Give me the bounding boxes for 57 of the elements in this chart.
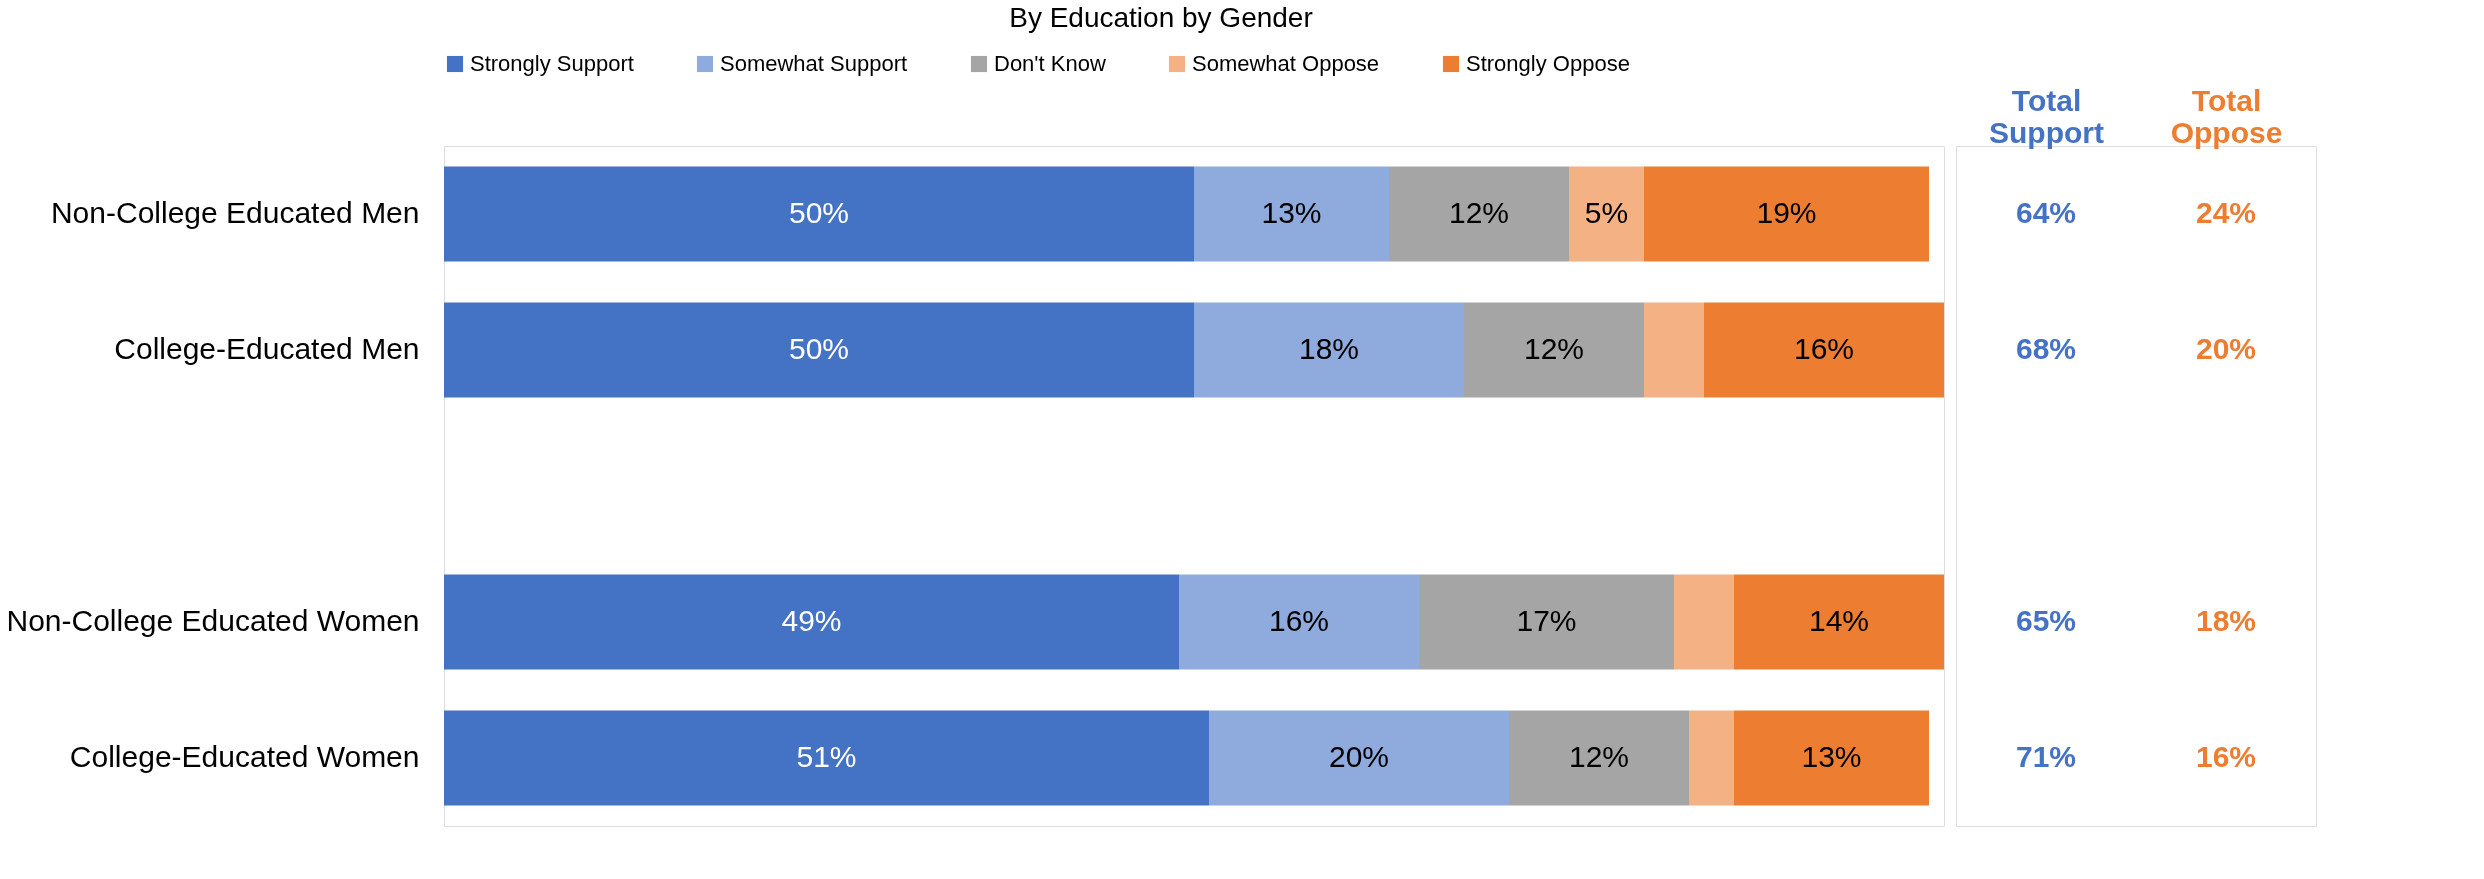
data-label: 12% — [1568, 740, 1630, 773]
text: 68% — [2015, 332, 2077, 365]
bar — [1464, 302, 1644, 398]
legend-label: Strongly Support — [470, 51, 634, 76]
data-label: 14% — [1808, 604, 1870, 637]
text: 65% — [2015, 604, 2077, 637]
bar — [1644, 302, 1704, 398]
legend-label: Strongly Oppose — [1466, 51, 1630, 76]
bar — [444, 710, 1209, 806]
data-label: 5% — [1584, 196, 1629, 229]
text: Total Support — [1989, 83, 2104, 149]
data-label: 16% — [1268, 604, 1330, 637]
bar — [1194, 302, 1464, 398]
data-label: 18% — [1298, 332, 1360, 365]
y-tick-label: College-Educated Women — [69, 740, 420, 773]
y-tick-label: Non-College Educated Men — [50, 196, 420, 229]
data-label: 51% — [796, 740, 857, 773]
bar — [1209, 710, 1509, 806]
data-label: 20% — [1328, 740, 1390, 773]
legend-label: Somewhat Support — [720, 51, 908, 76]
text: 16% — [2195, 740, 2257, 773]
text: 64% — [2015, 196, 2077, 229]
bar — [1179, 574, 1419, 670]
legend-label: Don't Know — [994, 51, 1106, 76]
y-tick-label: College-Educated Men — [114, 332, 420, 365]
data-label: 12% — [1448, 196, 1510, 229]
bar — [1194, 166, 1389, 262]
data-label: 19% — [1756, 196, 1817, 229]
bar — [1689, 710, 1734, 806]
data-label: 12% — [1523, 332, 1585, 365]
bar — [1419, 574, 1674, 670]
text: 71% — [2015, 740, 2077, 773]
bar — [1734, 574, 1944, 670]
text: 18% — [2195, 604, 2257, 637]
legend-label: Somewhat Oppose — [1192, 51, 1380, 76]
bar — [1674, 574, 1734, 670]
data-label: 50% — [788, 332, 850, 365]
bar — [444, 166, 1194, 262]
data-label: 17% — [1516, 604, 1577, 637]
bar — [1734, 710, 1929, 806]
text: 20% — [2195, 332, 2257, 365]
text: Total Oppose — [2170, 83, 2283, 149]
bar — [1704, 302, 1944, 398]
data-label: 50% — [788, 196, 850, 229]
bar — [1509, 710, 1689, 806]
chart-title: By Education by Gender — [1009, 2, 1313, 33]
bar — [1644, 166, 1929, 262]
data-label: 16% — [1793, 332, 1855, 365]
text: 24% — [2195, 196, 2257, 229]
data-label: 13% — [1801, 740, 1862, 773]
data-label: 13% — [1261, 196, 1322, 229]
bar — [444, 302, 1194, 398]
data-label: 49% — [781, 604, 842, 637]
y-tick-label: Non-College Educated Women — [6, 604, 420, 637]
bar — [1389, 166, 1569, 262]
bar — [1569, 166, 1644, 262]
bar — [444, 574, 1179, 670]
